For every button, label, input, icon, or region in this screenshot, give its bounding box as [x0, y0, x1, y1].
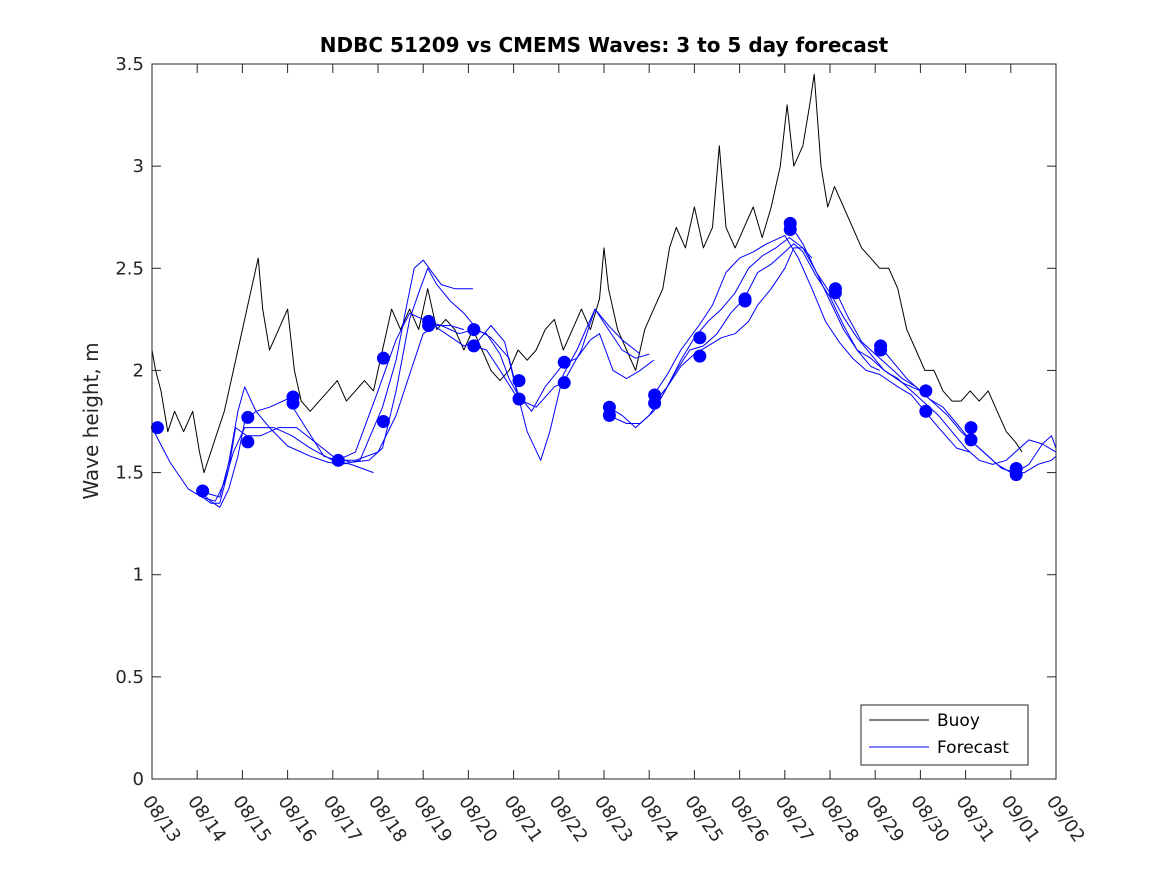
- y-tick-label: 2: [133, 360, 144, 381]
- buoy-line: [151, 73, 1023, 474]
- forecast-line: [196, 267, 519, 504]
- forecast-marker: [783, 222, 797, 236]
- forecast-line: [337, 308, 641, 461]
- forecast-marker: [874, 343, 888, 357]
- forecast-marker: [1009, 468, 1023, 482]
- y-axis-label: Wave height, m: [79, 342, 103, 499]
- forecast-marker: [241, 435, 255, 449]
- forecast-line: [206, 259, 473, 498]
- forecast-line: [834, 288, 1057, 474]
- forecast-marker: [828, 286, 842, 300]
- forecast-marker: [241, 410, 255, 424]
- forecast-marker: [693, 349, 707, 363]
- forecast-marker: [648, 396, 662, 410]
- forecast-marker: [196, 484, 210, 498]
- forecast-marker: [467, 323, 481, 337]
- forecast-marker: [376, 415, 390, 428]
- legend-box: [860, 704, 1029, 766]
- forecast-marker: [919, 404, 933, 418]
- y-tick-label: 0.5: [115, 667, 144, 688]
- plot-area: [152, 64, 1056, 779]
- forecast-line: [788, 223, 1057, 465]
- y-tick-label: 3.5: [115, 54, 144, 75]
- y-tick-label: 3: [133, 156, 144, 177]
- y-tick-label: 2.5: [115, 258, 144, 279]
- forecast-marker: [150, 421, 164, 435]
- forecast-marker: [964, 433, 978, 447]
- y-tick-label: 0: [133, 769, 144, 790]
- forecast-marker: [602, 408, 616, 422]
- legend: Buoy Forecast: [860, 704, 1029, 766]
- forecast-marker: [557, 376, 571, 390]
- forecast-line: [653, 235, 971, 453]
- y-tick-label: 1.5: [115, 463, 144, 484]
- forecast-marker: [964, 421, 978, 435]
- y-tick-labels: 0 0.5 1 1.5 2 2.5 3 3.5: [115, 54, 144, 790]
- forecast-marker: [376, 351, 390, 365]
- forecast-marker: [467, 339, 481, 353]
- forecast-marker: [919, 384, 933, 398]
- forecast-marker: [693, 331, 707, 345]
- forecast-markers: [150, 216, 1023, 498]
- legend-label-forecast: Forecast: [937, 738, 1009, 758]
- y-tick-label: 1: [133, 565, 144, 586]
- legend-label-buoy: Buoy: [937, 711, 980, 731]
- forecast-marker: [512, 392, 526, 406]
- forecast-marker: [738, 294, 752, 308]
- plot-frame: [151, 63, 1057, 780]
- chart-title: NDBC 51209 vs CMEMS Waves: 3 to 5 day fo…: [320, 33, 889, 57]
- forecast-marker: [557, 355, 571, 369]
- forecast-marker: [286, 396, 300, 410]
- forecast-marker: [422, 318, 436, 332]
- forecast-marker: [331, 453, 345, 467]
- forecast-marker: [512, 374, 526, 388]
